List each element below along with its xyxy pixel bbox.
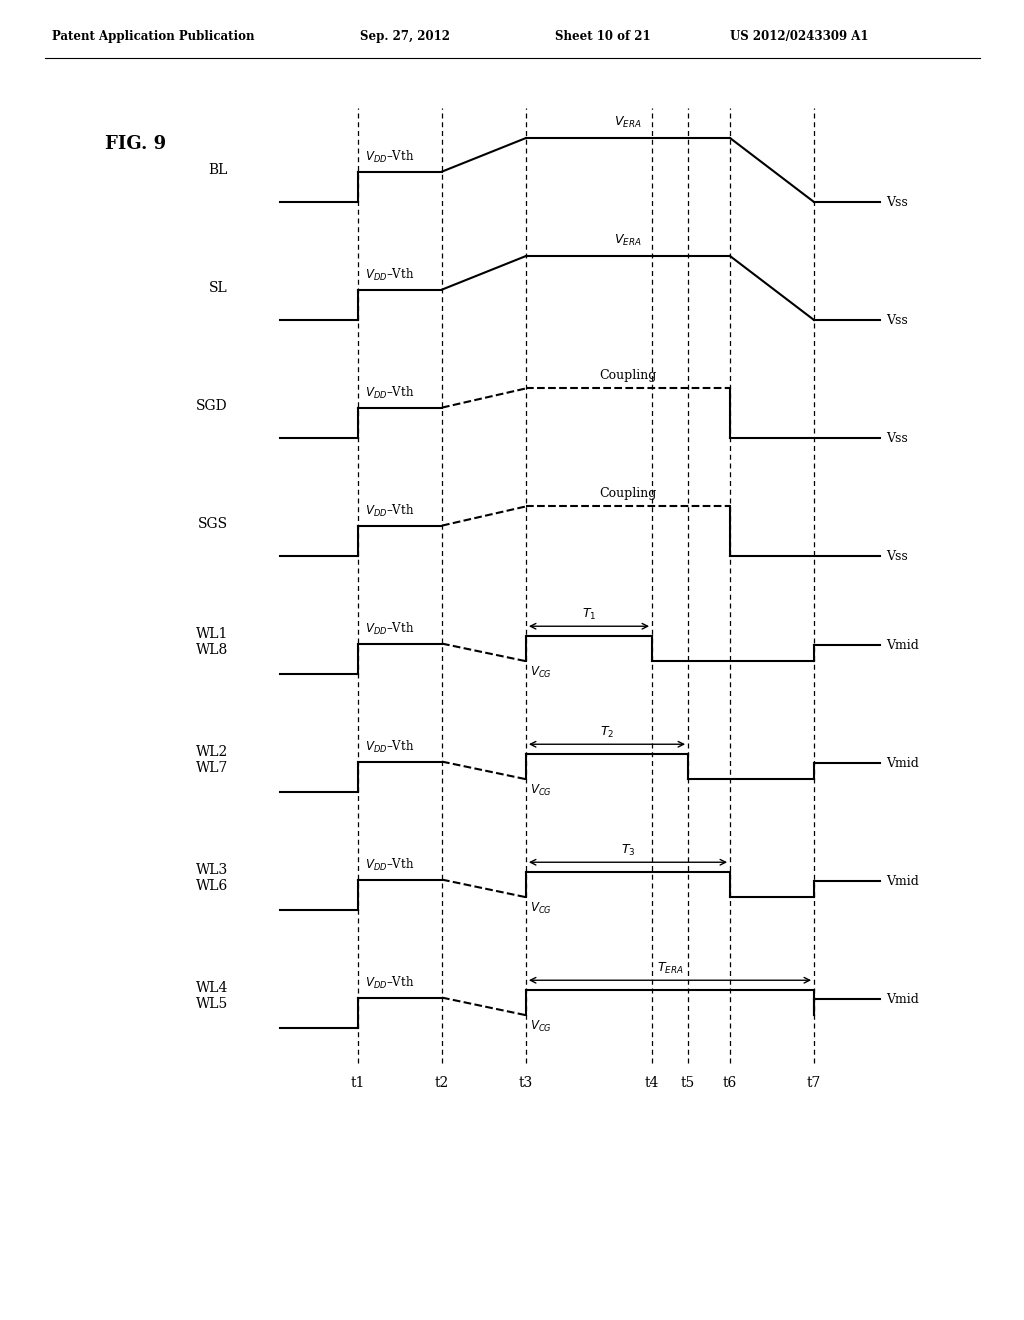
Text: SL: SL — [209, 281, 228, 294]
Text: Vmid: Vmid — [886, 875, 919, 887]
Text: Vmid: Vmid — [886, 756, 919, 770]
Text: $V_{CG}$: $V_{CG}$ — [530, 902, 552, 916]
Text: Sheet 10 of 21: Sheet 10 of 21 — [555, 30, 650, 44]
Text: $V_{CG}$: $V_{CG}$ — [530, 665, 552, 680]
Text: t1: t1 — [351, 1076, 366, 1090]
Text: t6: t6 — [723, 1076, 737, 1090]
Text: $V_{DD}$–Vth: $V_{DD}$–Vth — [365, 738, 415, 755]
Text: $T_2$: $T_2$ — [600, 725, 614, 741]
Text: $V_{CG}$: $V_{CG}$ — [530, 1019, 552, 1035]
Text: t4: t4 — [645, 1076, 659, 1090]
Text: $V_{DD}$–Vth: $V_{DD}$–Vth — [365, 974, 415, 990]
Text: $V_{DD}$–Vth: $V_{DD}$–Vth — [365, 267, 415, 282]
Text: Coupling: Coupling — [599, 487, 656, 500]
Text: FIG. 9: FIG. 9 — [105, 135, 166, 153]
Text: Vss: Vss — [886, 314, 907, 326]
Text: $T_1$: $T_1$ — [582, 607, 596, 622]
Text: $V_{DD}$–Vth: $V_{DD}$–Vth — [365, 503, 415, 519]
Text: $V_{DD}$–Vth: $V_{DD}$–Vth — [365, 857, 415, 873]
Text: WL4
WL5: WL4 WL5 — [196, 981, 228, 1011]
Text: BL: BL — [209, 162, 228, 177]
Text: t2: t2 — [435, 1076, 450, 1090]
Text: t5: t5 — [681, 1076, 695, 1090]
Text: WL1
WL8: WL1 WL8 — [196, 627, 228, 657]
Text: $V_{ERA}$: $V_{ERA}$ — [614, 115, 642, 129]
Text: US 2012/0243309 A1: US 2012/0243309 A1 — [730, 30, 868, 44]
Text: Patent Application Publication: Patent Application Publication — [52, 30, 255, 44]
Text: SGS: SGS — [198, 517, 228, 531]
Text: WL2
WL7: WL2 WL7 — [196, 744, 228, 775]
Text: $V_{DD}$–Vth: $V_{DD}$–Vth — [365, 384, 415, 400]
Text: $V_{DD}$–Vth: $V_{DD}$–Vth — [365, 149, 415, 165]
Text: Vss: Vss — [886, 195, 907, 209]
Text: $T_{ERA}$: $T_{ERA}$ — [656, 961, 683, 977]
Text: Vss: Vss — [886, 549, 907, 562]
Text: $V_{CG}$: $V_{CG}$ — [530, 783, 552, 799]
Text: Sep. 27, 2012: Sep. 27, 2012 — [360, 30, 450, 44]
Text: WL3
WL6: WL3 WL6 — [196, 863, 228, 894]
Text: $V_{ERA}$: $V_{ERA}$ — [614, 232, 642, 248]
Text: Coupling: Coupling — [599, 370, 656, 383]
Text: SGD: SGD — [197, 399, 228, 413]
Text: t7: t7 — [807, 1076, 821, 1090]
Text: $V_{DD}$–Vth: $V_{DD}$–Vth — [365, 620, 415, 636]
Text: t3: t3 — [519, 1076, 534, 1090]
Text: Vss: Vss — [886, 432, 907, 445]
Text: Vmid: Vmid — [886, 639, 919, 652]
Text: Vmid: Vmid — [886, 993, 919, 1006]
Text: $T_3$: $T_3$ — [621, 843, 635, 858]
